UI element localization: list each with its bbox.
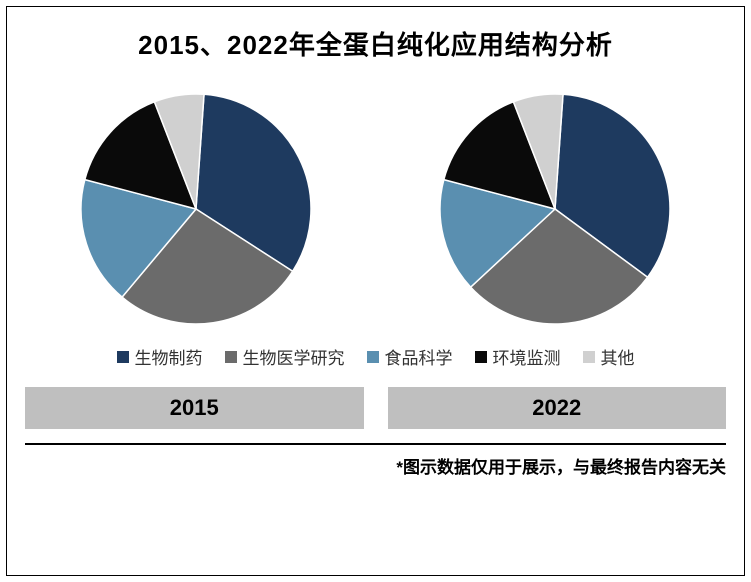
year-box-2022: 2022	[388, 387, 727, 429]
legend-swatch	[367, 351, 379, 363]
legend-swatch	[225, 351, 237, 363]
legend-label: 食品科学	[385, 344, 453, 369]
legend-swatch	[117, 351, 129, 363]
chart-frame: 2015、2022年全蛋白纯化应用结构分析 生物制药 生物医学研究 食品科学 环境监测…	[6, 6, 745, 576]
legend-label: 生物医学研究	[243, 344, 345, 369]
legend-label: 环境监测	[493, 344, 561, 369]
legend-swatch	[475, 351, 487, 363]
year-box-2015: 2015	[25, 387, 364, 429]
pie-2015	[79, 92, 313, 326]
legend: 生物制药 生物医学研究 食品科学 环境监测 其他	[7, 338, 744, 379]
legend-item: 环境监测	[475, 344, 561, 369]
legend-item: 生物制药	[117, 344, 203, 369]
pie-row	[7, 72, 744, 338]
legend-item: 食品科学	[367, 344, 453, 369]
legend-label: 其他	[601, 344, 635, 369]
legend-item: 生物医学研究	[225, 344, 345, 369]
legend-item: 其他	[583, 344, 635, 369]
legend-swatch	[583, 351, 595, 363]
pie-2022	[438, 92, 672, 326]
legend-label: 生物制药	[135, 344, 203, 369]
footnote: *图示数据仅用于展示，与最终报告内容无关	[7, 445, 744, 478]
year-row: 2015 2022	[7, 379, 744, 429]
chart-title: 2015、2022年全蛋白纯化应用结构分析	[7, 7, 744, 72]
